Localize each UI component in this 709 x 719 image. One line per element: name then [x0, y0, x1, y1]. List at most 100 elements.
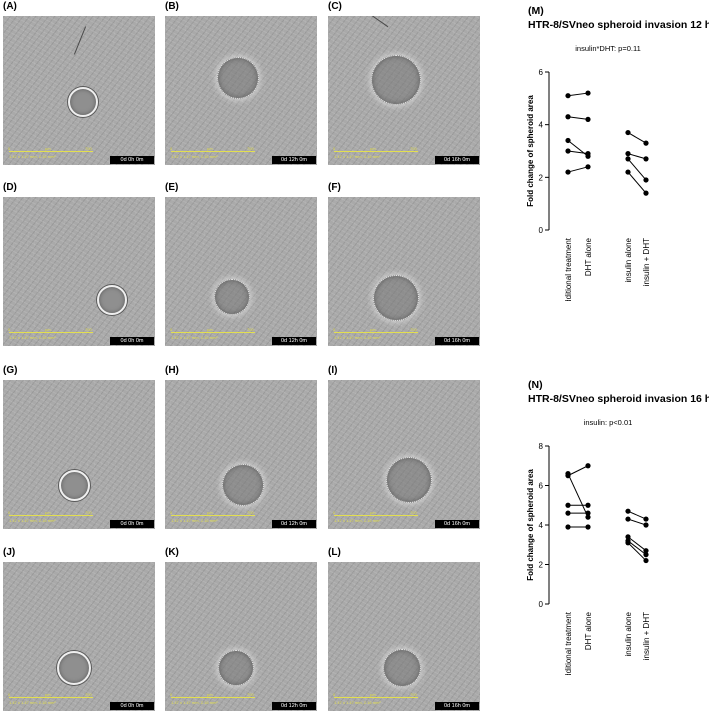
micrograph-image: 0 µm 700 1.47 x 1.47 mm, 2.16 mm² 0d 16h 0m — [328, 197, 480, 346]
spheroid — [214, 279, 250, 315]
data-point — [625, 151, 631, 157]
panel-label: (D) — [3, 182, 17, 193]
scale-bar — [9, 151, 93, 152]
micrograph-panel-a: (A) 0 µm 700 1.47 x 1.47 mm, 2.16 mm² 0d 0h 0… — [3, 2, 155, 165]
data-point — [625, 169, 631, 175]
scale-unit-label: µm — [370, 327, 376, 332]
timestamp-badge: 0d 0h 0m — [110, 337, 154, 345]
paired-line — [567, 465, 589, 477]
debris-line — [73, 26, 87, 55]
data-point — [565, 502, 571, 508]
scale-bar — [334, 515, 418, 516]
paired-line — [627, 132, 647, 144]
scale-unit-label: µm — [45, 510, 51, 515]
scale-dims-label: 1.47 x 1.47 mm, 2.16 mm² — [334, 518, 381, 523]
panel-label: (A) — [3, 1, 17, 12]
micrograph-panel-j: (J) 0 µm 700 1.47 x 1.47 mm, 2.16 mm² 0d 0h 0… — [3, 548, 155, 711]
y-axis-label: Fold change of spheroid area — [526, 95, 535, 207]
data-point — [585, 524, 591, 530]
paired-line — [567, 140, 589, 157]
scale-dims-label: 1.47 x 1.47 mm, 2.16 mm² — [9, 700, 56, 705]
data-point — [585, 164, 591, 170]
spheroid — [97, 285, 127, 315]
chart-title-n: HTR-8/SVneo spheroid invasion 16 h — [528, 393, 709, 405]
paired-line — [627, 540, 647, 556]
data-point — [585, 510, 591, 516]
data-point — [625, 540, 631, 546]
scale-end-label: 700 — [85, 510, 92, 515]
micrograph-panel-f: (F) 0 µm 700 1.47 x 1.47 mm, 2.16 mm² 0d 16h … — [328, 183, 480, 346]
y-tick-label: 6 — [539, 68, 544, 77]
scale-start-label: 0 — [170, 510, 173, 515]
micrograph-panel-c: (C) 0 µm 700 1.47 x 1.47 mm, 2.16 mm² 0d 16h … — [328, 2, 480, 165]
scale-end-label: 700 — [247, 510, 254, 515]
data-point — [643, 548, 649, 554]
data-point — [565, 148, 571, 154]
paired-line — [627, 171, 647, 194]
chart-n: insulin: p<0.01 0 2 4 6 8 Fold change of spher… — [526, 418, 651, 675]
scale-end-label: 700 — [85, 692, 92, 697]
micrograph-image: 0 µm 700 1.47 x 1.47 mm, 2.16 mm² 0d 0h 0m — [3, 16, 155, 165]
scale-end-label: 700 — [85, 327, 92, 332]
scale-bar — [334, 151, 418, 152]
category-label: insulin alone — [624, 237, 633, 282]
scale-dims-label: 1.47 x 1.47 mm, 2.16 mm² — [9, 518, 56, 523]
scale-bar — [171, 515, 255, 516]
paired-line — [627, 510, 647, 520]
data-point — [625, 516, 631, 522]
panel-label: (I) — [328, 365, 338, 376]
scale-end-label: 700 — [410, 510, 417, 515]
scale-end-label: 700 — [410, 327, 417, 332]
panel-label: (H) — [165, 365, 179, 376]
micrograph-image: 0 µm 700 1.47 x 1.47 mm, 2.16 mm² 0d 0h 0m — [3, 562, 155, 711]
panel-label: (K) — [165, 547, 179, 558]
spheroid — [371, 55, 421, 105]
scale-start-label: 0 — [8, 146, 11, 151]
timestamp-badge: 0d 16h 0m — [435, 156, 479, 164]
data-point — [585, 514, 591, 520]
micrograph-panel-g: (G) 0 µm 700 1.47 x 1.47 mm, 2.16 mm² 0d 0h 0… — [3, 366, 155, 529]
p-value-annotation-n: insulin: p<0.01 — [584, 418, 633, 427]
scale-unit-label: µm — [370, 146, 376, 151]
scale-unit-label: µm — [207, 510, 213, 515]
category-label: insulin alone — [624, 611, 633, 656]
micrograph-panel-b: (B) 0 µm 700 1.47 x 1.47 mm, 2.16 mm² 0d 12h … — [165, 2, 317, 165]
data-point — [643, 190, 649, 196]
scale-unit-label: µm — [207, 327, 213, 332]
paired-line — [627, 536, 647, 552]
data-point — [643, 177, 649, 183]
scale-start-label: 0 — [8, 327, 11, 332]
data-point — [625, 129, 631, 136]
micrograph-image: 0 µm 700 1.47 x 1.47 mm, 2.16 mm² 0d 0h 0m — [3, 197, 155, 346]
scale-bar — [9, 515, 93, 516]
timestamp-badge: 0d 16h 0m — [435, 702, 479, 710]
data-point — [643, 156, 649, 162]
y-tick-label: 0 — [539, 600, 544, 609]
scale-end-label: 700 — [247, 692, 254, 697]
scale-end-label: 700 — [247, 146, 254, 151]
data-point — [643, 522, 649, 528]
scale-dims-label: 1.47 x 1.47 mm, 2.16 mm² — [171, 154, 218, 159]
data-point — [625, 156, 631, 162]
spheroid — [373, 275, 419, 321]
scale-dims-label: 1.47 x 1.47 mm, 2.16 mm² — [334, 154, 381, 159]
scale-start-label: 0 — [170, 327, 173, 332]
spheroid — [217, 57, 259, 99]
category-label: no additional treatment — [564, 611, 573, 675]
scale-unit-label: µm — [207, 146, 213, 151]
data-point — [625, 534, 631, 540]
debris-line — [369, 16, 389, 28]
data-point — [565, 114, 571, 120]
paired-line — [627, 542, 647, 561]
micrograph-image: 0 µm 700 1.47 x 1.47 mm, 2.16 mm² 0d 12h 0m — [165, 562, 317, 711]
timestamp-badge: 0d 12h 0m — [272, 337, 316, 345]
y-tick-label: 2 — [539, 561, 544, 570]
micrograph-panel-h: (H) 0 µm 700 1.47 x 1.47 mm, 2.16 mm² 0d 12h … — [165, 366, 317, 529]
panel-label-n: (N) — [528, 379, 543, 391]
data-point — [585, 90, 591, 96]
scale-unit-label: µm — [45, 146, 51, 151]
p-value-annotation-m: insulin*DHT: p=0.11 — [575, 44, 641, 53]
data-point — [565, 524, 571, 530]
scale-dims-label: 1.47 x 1.47 mm, 2.16 mm² — [171, 335, 218, 340]
scale-dims-label: 1.47 x 1.47 mm, 2.16 mm² — [9, 335, 56, 340]
